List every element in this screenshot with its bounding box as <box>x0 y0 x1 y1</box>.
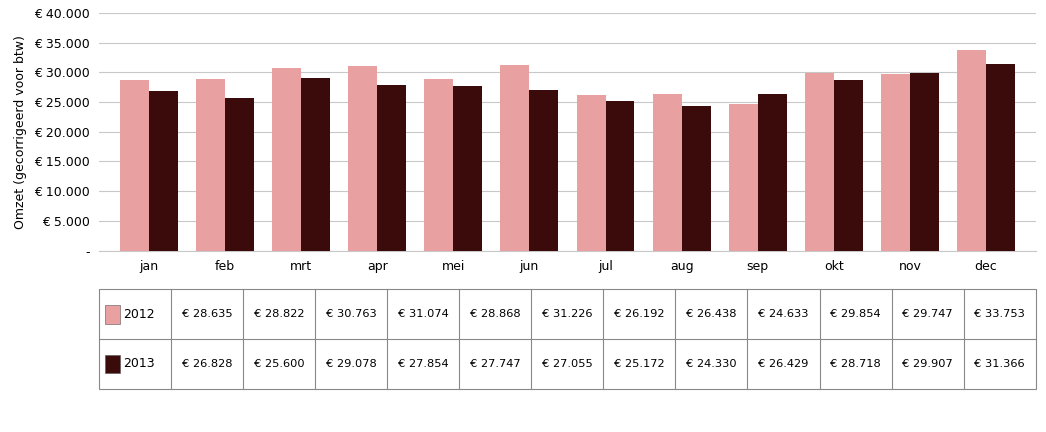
Text: € 25.600: € 25.600 <box>254 359 304 369</box>
Text: € 28.718: € 28.718 <box>831 359 881 369</box>
Text: € 29.078: € 29.078 <box>326 359 377 369</box>
Bar <box>653 93 682 251</box>
Bar <box>378 85 406 251</box>
Text: € 26.828: € 26.828 <box>182 359 232 369</box>
Bar <box>348 66 378 251</box>
Text: € 29.907: € 29.907 <box>902 359 953 369</box>
Text: € 26.438: € 26.438 <box>686 309 736 319</box>
Bar <box>881 74 910 251</box>
Text: € 28.868: € 28.868 <box>470 309 521 319</box>
Text: € 27.747: € 27.747 <box>470 359 521 369</box>
Bar <box>986 64 1015 251</box>
Bar <box>272 68 301 251</box>
Text: € 28.822: € 28.822 <box>254 309 304 319</box>
Bar <box>453 86 482 251</box>
Bar <box>576 95 606 251</box>
Text: € 30.763: € 30.763 <box>326 309 377 319</box>
Text: € 24.633: € 24.633 <box>758 309 809 319</box>
Bar <box>805 73 834 251</box>
Bar <box>834 80 863 251</box>
Text: € 29.747: € 29.747 <box>903 309 953 319</box>
Bar <box>606 101 635 251</box>
Text: € 27.854: € 27.854 <box>399 359 449 369</box>
Bar <box>757 94 787 251</box>
Bar <box>120 80 149 251</box>
Bar <box>149 91 178 251</box>
Bar <box>957 50 986 251</box>
Text: € 25.172: € 25.172 <box>614 359 665 369</box>
Y-axis label: Omzet (gecorrigeerd voor btw): Omzet (gecorrigeerd voor btw) <box>14 35 27 229</box>
Text: € 31.366: € 31.366 <box>974 359 1025 369</box>
Text: € 26.429: € 26.429 <box>758 359 809 369</box>
Text: € 31.074: € 31.074 <box>399 309 449 319</box>
Text: € 29.854: € 29.854 <box>831 309 881 319</box>
Bar <box>529 90 559 251</box>
Text: € 27.055: € 27.055 <box>542 359 593 369</box>
Text: € 28.635: € 28.635 <box>182 309 232 319</box>
Bar <box>425 79 453 251</box>
Bar <box>682 106 710 251</box>
Bar <box>225 98 254 251</box>
Bar <box>196 79 225 251</box>
Bar <box>729 104 757 251</box>
Text: € 26.192: € 26.192 <box>614 309 664 319</box>
Bar <box>500 65 529 251</box>
Text: 2013: 2013 <box>123 357 155 371</box>
Bar <box>910 73 939 251</box>
Text: € 33.753: € 33.753 <box>974 309 1025 319</box>
Text: 2012: 2012 <box>123 308 155 321</box>
Text: € 31.226: € 31.226 <box>542 309 593 319</box>
Bar <box>301 78 329 251</box>
Text: € 24.330: € 24.330 <box>686 359 736 369</box>
